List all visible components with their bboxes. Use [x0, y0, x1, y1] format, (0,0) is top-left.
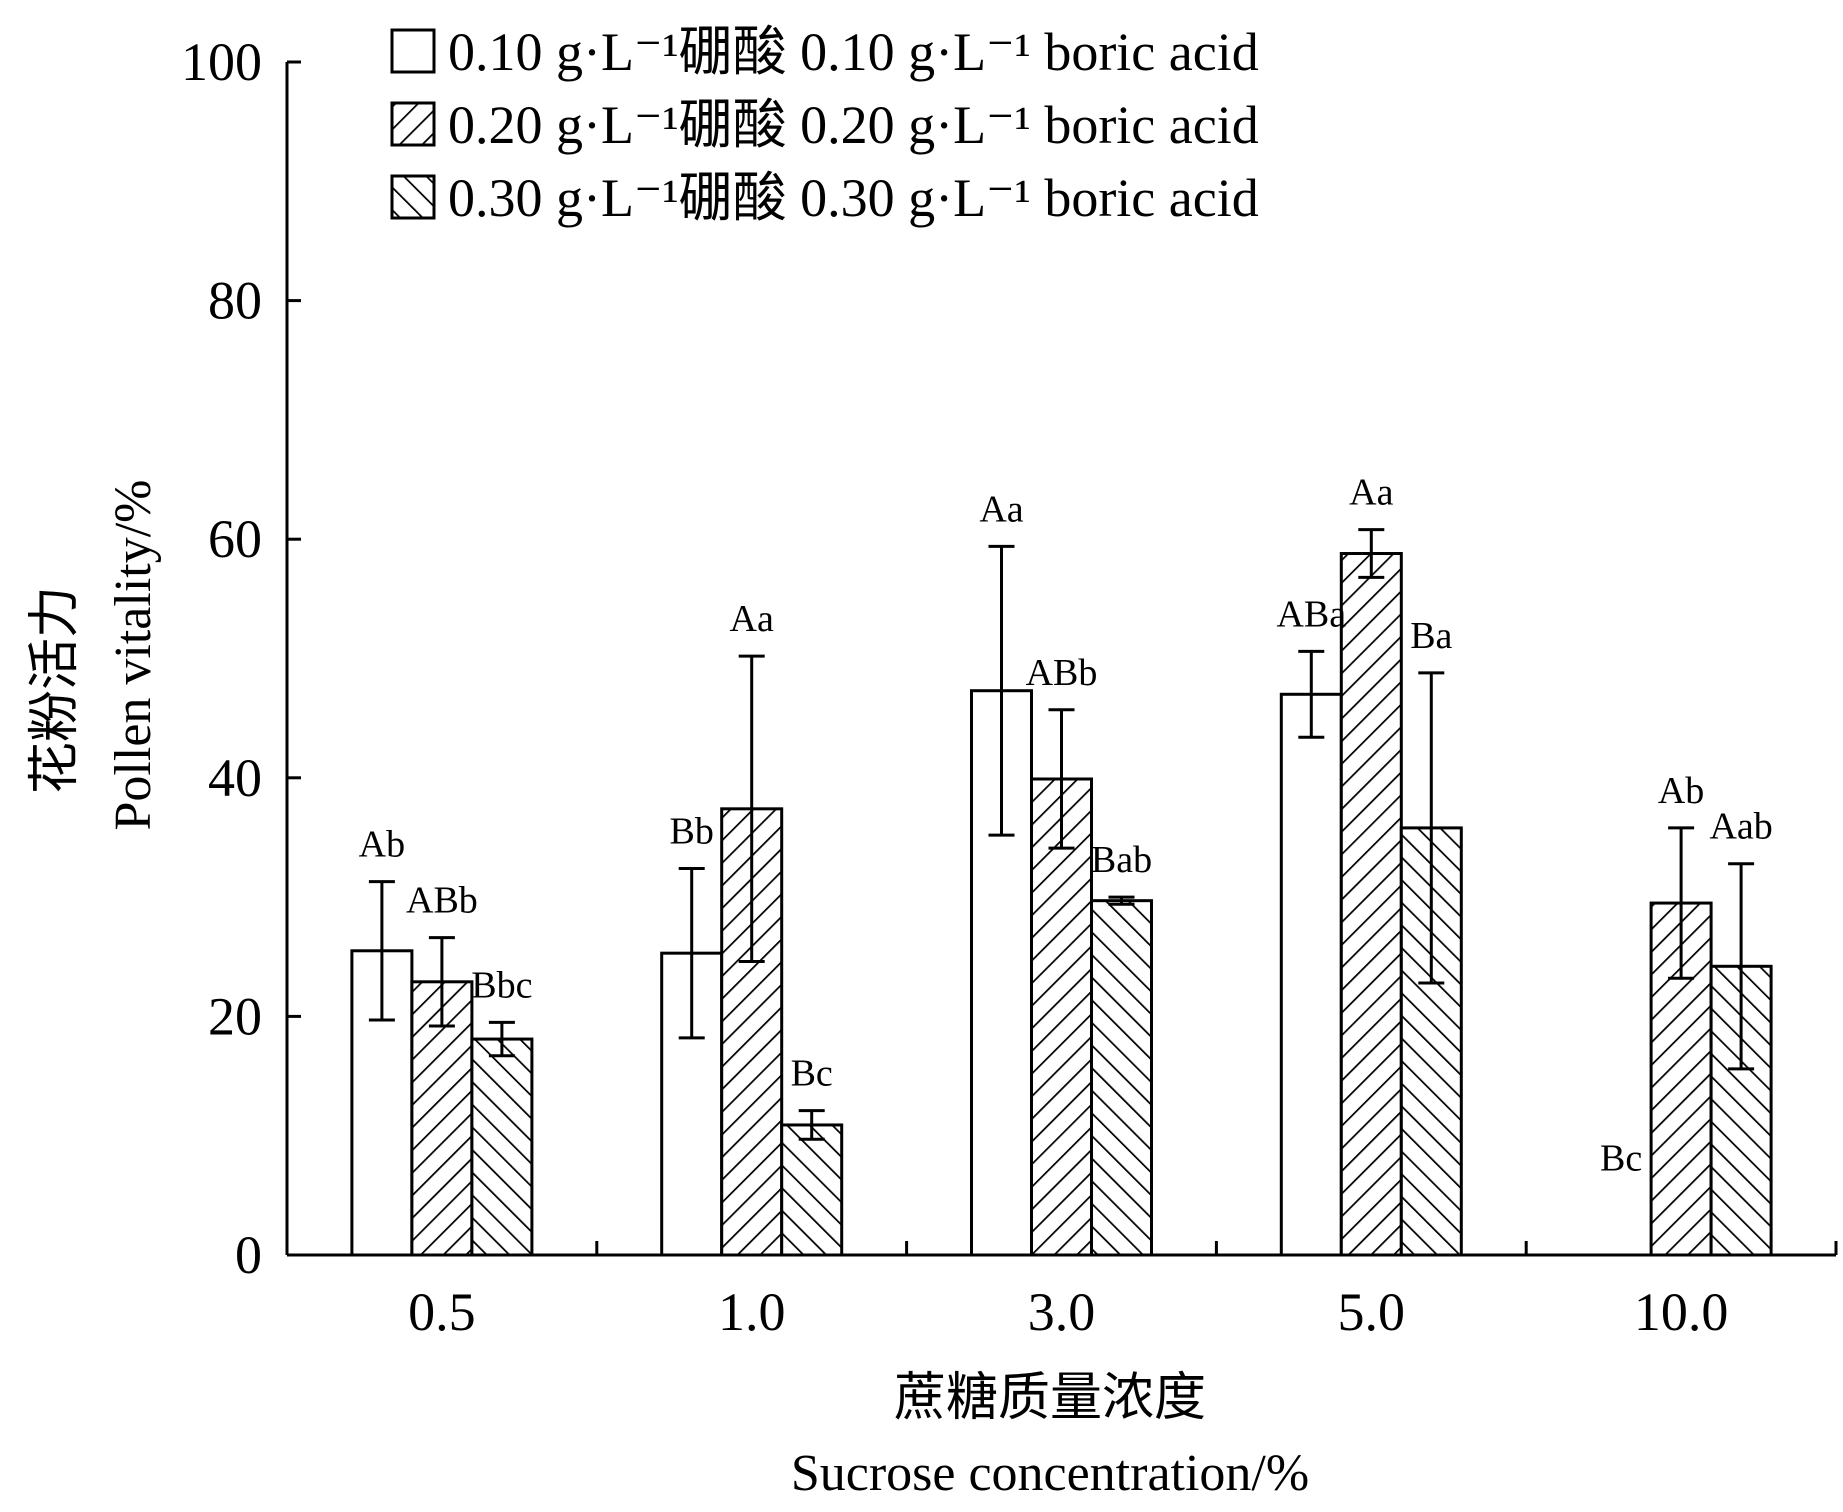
legend-label: 0.20 g·L⁻¹硼酸 0.20 g·L⁻¹ boric acid	[448, 95, 1259, 155]
y-tick-label: 60	[208, 509, 262, 569]
significance-label: Ab	[1658, 770, 1704, 812]
significance-label: Bab	[1091, 839, 1152, 881]
x-axis-title-cn: 蔗糖质量浓度	[894, 1370, 1206, 1427]
bar	[1030, 777, 1093, 1257]
error-bars	[368, 528, 1755, 1141]
y-tick-label: 40	[208, 748, 262, 808]
bar	[780, 1123, 844, 1257]
legend-label: 0.10 g·L⁻¹硼酸 0.10 g·L⁻¹ boric acid	[448, 22, 1259, 82]
significance-label: Ab	[359, 824, 405, 866]
x-tick-label: 3.0	[1028, 1282, 1096, 1342]
significance-label: Bb	[670, 810, 714, 852]
x-axis-title-en: Sucrose concentration/%	[791, 1445, 1309, 1502]
x-tick-label: 10.0	[1634, 1282, 1729, 1342]
y-axis-title-en: Pollen vitality/%	[105, 480, 162, 831]
significance-label: Aa	[730, 598, 774, 640]
y-tick-label: 20	[208, 986, 262, 1046]
legend-swatch	[390, 28, 436, 74]
bar	[470, 1037, 534, 1257]
bar	[1279, 692, 1343, 1257]
significance-label: ABb	[406, 880, 478, 922]
bar	[1090, 899, 1153, 1257]
bar	[1339, 552, 1403, 1257]
y-tick-label: 0	[235, 1225, 262, 1285]
significance-label: Bc	[791, 1053, 833, 1095]
y-axis-title-cn: 花粉活力	[27, 586, 84, 794]
x-tick-label: 1.0	[718, 1282, 786, 1342]
legend-label: 0.30 g·L⁻¹硼酸 0.30 g·L⁻¹ boric acid	[448, 168, 1259, 228]
significance-label: Aa	[979, 488, 1023, 530]
y-tick-label: 80	[208, 271, 262, 331]
significance-label: Aab	[1709, 806, 1772, 848]
significance-label: ABb	[1026, 652, 1098, 694]
y-axis: 0 20 40 60 80 100	[181, 32, 301, 1285]
x-tick-label: 0.5	[408, 1282, 476, 1342]
x-tick-label: 5.0	[1338, 1282, 1406, 1342]
significance-label: ABa	[1276, 593, 1346, 635]
significance-label: Bbc	[471, 964, 532, 1006]
legend-swatch	[390, 101, 436, 147]
significance-label: Ba	[1410, 615, 1452, 657]
significance-label: Bc	[1600, 1137, 1642, 1179]
legend-swatch	[390, 174, 436, 220]
bar	[1709, 964, 1773, 1257]
significance-label: Aa	[1349, 472, 1393, 514]
x-axis: 0.5 1.0 3.0 5.0 10.0	[287, 1241, 1838, 1342]
y-tick-label: 100	[181, 32, 262, 92]
significance-labels: Ab Bb Aa ABa Bc ABb Aa ABb Aa Ab Bbc Bc Bab Ba Aab	[359, 472, 1773, 1180]
legend: 0.10 g·L⁻¹硼酸 0.10 g·L⁻¹ boric acid 0.20 g…	[390, 22, 1259, 228]
